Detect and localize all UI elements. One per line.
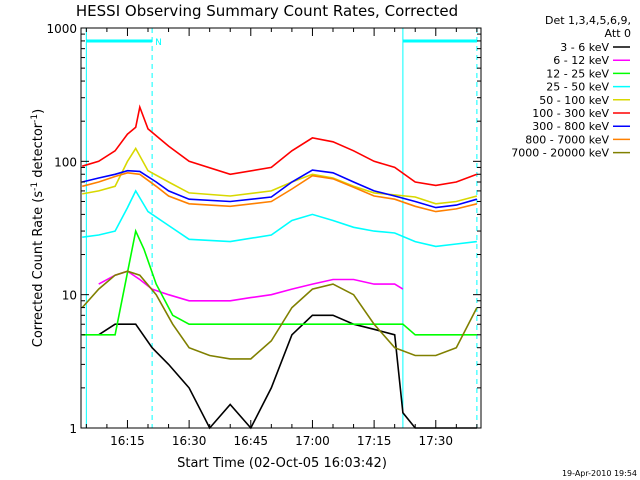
chart-title: HESSI Observing Summary Count Rates, Cor… xyxy=(76,2,458,20)
x-tick-label: 17:30 xyxy=(418,434,453,448)
y-tick-label: 100 xyxy=(54,155,77,169)
series-line-0 xyxy=(98,314,477,430)
top-bar-label: N xyxy=(155,38,162,48)
x-tick-label: 16:45 xyxy=(233,434,268,448)
y-axis-label-mid: detector xyxy=(31,122,46,182)
legend-label-4: 50 - 100 keV xyxy=(539,94,609,107)
legend-label-7: 800 - 7000 keV xyxy=(525,133,609,146)
legend-header-detectors: Det 1,3,4,5,6,9, xyxy=(545,14,631,27)
x-tick-label: 16:15 xyxy=(110,434,145,448)
legend-label-5: 100 - 300 keV xyxy=(532,107,609,120)
series-line-3 xyxy=(82,189,477,248)
plot-area: N xyxy=(81,28,478,430)
series-line-7 xyxy=(81,171,478,213)
y-tick-label: 1000 xyxy=(46,22,77,36)
y-axis-label: Corrected Count Rate (s-1 detector-1) xyxy=(30,109,46,347)
axes: 1 10 100 1000 16:15 16:30 16:45 17:00 17:15 17:30 xyxy=(46,22,481,448)
y-axis-label-sup2: -1 xyxy=(30,114,40,123)
legend-label-3: 25 - 50 keV xyxy=(546,81,609,94)
generation-timestamp: 19-Apr-2010 19:54 xyxy=(562,469,637,478)
x-tick-label: 16:30 xyxy=(172,434,207,448)
legend-label-1: 6 - 12 keV xyxy=(553,54,609,67)
x-tick-label: 17:15 xyxy=(357,434,392,448)
series-line-2 xyxy=(82,228,477,336)
series-line-4 xyxy=(82,146,478,205)
y-axis-label-sup1: -1 xyxy=(30,182,40,191)
legend-label-6: 300 - 800 keV xyxy=(532,120,609,133)
y-axis-label-end: ) xyxy=(31,109,46,114)
legend-label-8: 7000 - 20000 keV xyxy=(511,147,609,160)
legend-header-attenuator: Att 0 xyxy=(605,27,631,40)
series-line-1 xyxy=(98,270,404,302)
y-tick-label: 10 xyxy=(62,289,77,303)
plot-frame xyxy=(80,27,482,429)
series-line-5 xyxy=(81,104,478,187)
y-axis-label-main: Corrected Count Rate (s xyxy=(31,191,46,348)
series-line-6 xyxy=(82,169,478,209)
series-line-8 xyxy=(81,270,478,360)
x-tick-label: 17:00 xyxy=(295,434,330,448)
y-tick-label: 1 xyxy=(69,422,77,436)
legend-label-2: 12 - 25 keV xyxy=(546,67,609,80)
x-axis-label: Start Time (02-Oct-05 16:03:42) xyxy=(177,456,387,471)
legend-label-0: 3 - 6 keV xyxy=(560,41,609,54)
